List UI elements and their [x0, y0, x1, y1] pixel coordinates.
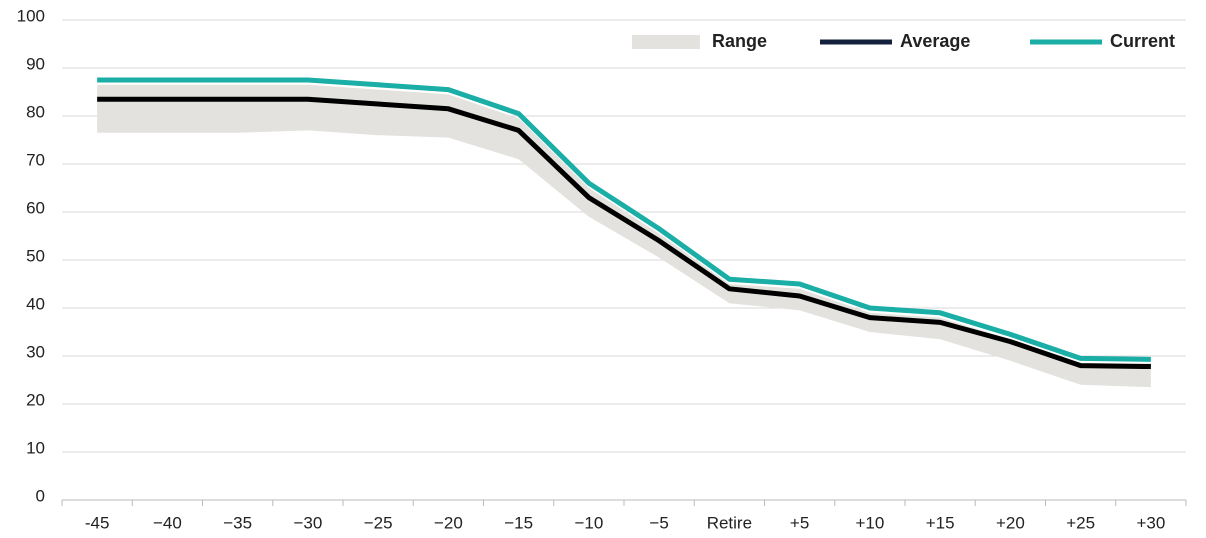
x-tick-label: −25: [364, 513, 393, 532]
y-tick-label: 100: [17, 6, 45, 25]
y-tick-label: 80: [26, 102, 45, 121]
legend-swatch: [632, 35, 700, 49]
y-tick-label: 60: [26, 198, 45, 217]
y-tick-label: 50: [26, 246, 45, 265]
legend-label: Current: [1110, 31, 1175, 51]
y-tick-label: 20: [26, 390, 45, 409]
x-tick-label: +15: [926, 513, 955, 532]
x-tick-label: −20: [434, 513, 463, 532]
x-tick-label: −30: [293, 513, 322, 532]
y-tick-label: 30: [26, 342, 45, 361]
x-tick-label: +25: [1066, 513, 1095, 532]
x-tick-label: +30: [1136, 513, 1165, 532]
y-tick-label: 70: [26, 150, 45, 169]
legend-label: Range: [712, 31, 767, 51]
y-tick-label: 0: [36, 486, 45, 505]
x-tick-label: -45: [85, 513, 110, 532]
x-tick-label: −35: [223, 513, 252, 532]
x-tick-label: −10: [574, 513, 603, 532]
legend-label: Average: [900, 31, 970, 51]
x-tick-label: −15: [504, 513, 533, 532]
y-tick-label: 40: [26, 294, 45, 313]
y-tick-label: 90: [26, 54, 45, 73]
line: [97, 77, 1151, 362]
x-tick-label: −40: [153, 513, 182, 532]
x-tick-label: Retire: [707, 513, 752, 532]
line: [97, 96, 1151, 370]
x-tick-label: +20: [996, 513, 1025, 532]
x-tick-label: +10: [855, 513, 884, 532]
x-tick-label: +5: [790, 513, 809, 532]
x-tick-label: −5: [649, 513, 668, 532]
y-tick-label: 10: [26, 438, 45, 457]
range-area: [97, 84, 1151, 388]
